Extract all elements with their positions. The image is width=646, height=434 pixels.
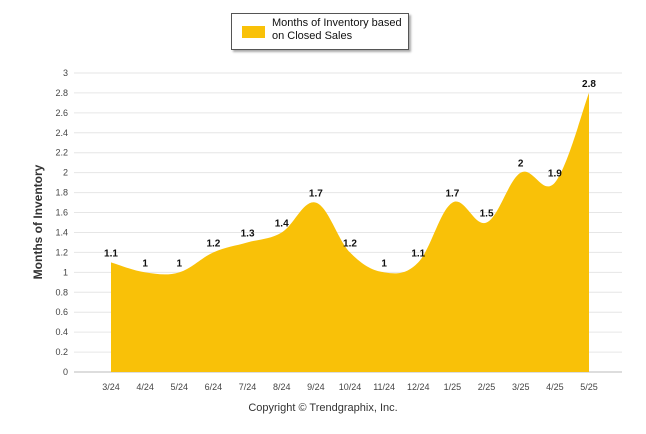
data-label: 2.8 <box>582 79 596 90</box>
y-tick-label: 0 <box>63 367 68 377</box>
y-tick-label: 1.4 <box>55 227 68 237</box>
data-label: 1.4 <box>275 218 289 229</box>
y-tick-label: 2.8 <box>55 88 68 98</box>
y-tick-label: 0.4 <box>55 327 68 337</box>
y-tick-label: 0.8 <box>55 287 68 297</box>
x-tick-label: 5/24 <box>171 382 189 392</box>
legend: Months of Inventory based on Closed Sale… <box>231 13 409 50</box>
data-label: 1.2 <box>206 238 220 249</box>
data-label: 1 <box>381 258 387 269</box>
y-tick-label: 2.6 <box>55 108 68 118</box>
y-tick-label: 0.6 <box>55 307 68 317</box>
y-tick-label: 2.2 <box>55 148 68 158</box>
y-tick-label: 0.2 <box>55 347 68 357</box>
y-tick-label: 3 <box>63 68 68 78</box>
x-tick-label: 4/25 <box>546 382 564 392</box>
x-tick-label: 2/25 <box>478 382 496 392</box>
data-label: 1 <box>142 258 148 269</box>
data-label: 1.9 <box>548 169 562 180</box>
x-tick-label: 1/25 <box>444 382 462 392</box>
x-tick-label: 6/24 <box>205 382 223 392</box>
y-axis-ticks: 0 0.2 0.4 0.6 0.8 1 1.2 1.4 1.6 1.8 2 2.2 2.4 2.6 2.8 3 <box>55 68 68 377</box>
legend-label: Months of Inventory based on Closed Sale… <box>272 17 402 42</box>
y-tick-label: 2 <box>63 168 68 178</box>
data-label: 1.1 <box>411 248 425 259</box>
data-label: 1.7 <box>309 189 323 200</box>
y-tick-label: 1 <box>63 267 68 277</box>
x-tick-label: 11/24 <box>373 382 395 392</box>
x-axis-ticks: 3/24 4/24 5/24 6/24 7/24 8/24 9/24 10/24 11/24 12… <box>102 382 598 392</box>
data-label: 1.7 <box>445 189 459 200</box>
x-tick-label: 3/24 <box>102 382 120 392</box>
x-tick-label: 12/24 <box>407 382 430 392</box>
x-tick-label: 4/24 <box>136 382 154 392</box>
data-label: 1.1 <box>104 248 118 259</box>
x-tick-label: 5/25 <box>580 382 598 392</box>
x-tick-label: 7/24 <box>239 382 257 392</box>
x-tick-label: 10/24 <box>339 382 362 392</box>
y-axis-title: Months of Inventory <box>31 164 45 279</box>
data-label: 1.3 <box>241 228 255 239</box>
data-label: 1 <box>177 258 183 269</box>
area-series <box>111 92 589 372</box>
y-tick-label: 2.4 <box>55 128 68 138</box>
x-tick-label: 8/24 <box>273 382 291 392</box>
data-labels: 1.1 1 1 1.2 1.3 1.4 1.7 1.2 1 1.1 1.7 1.5 2 1.9 2.8 <box>104 79 596 269</box>
y-tick-label: 1.6 <box>55 208 68 218</box>
data-label: 1.2 <box>343 238 357 249</box>
y-tick-label: 1.8 <box>55 188 68 198</box>
y-tick-label: 1.2 <box>55 247 68 257</box>
data-label: 1.5 <box>480 209 494 220</box>
data-label: 2 <box>518 159 524 170</box>
x-tick-label: 3/25 <box>512 382 530 392</box>
copyright-text: Copyright © Trendgraphix, Inc. <box>248 402 398 414</box>
x-tick-label: 9/24 <box>307 382 325 392</box>
legend-swatch <box>242 26 265 38</box>
